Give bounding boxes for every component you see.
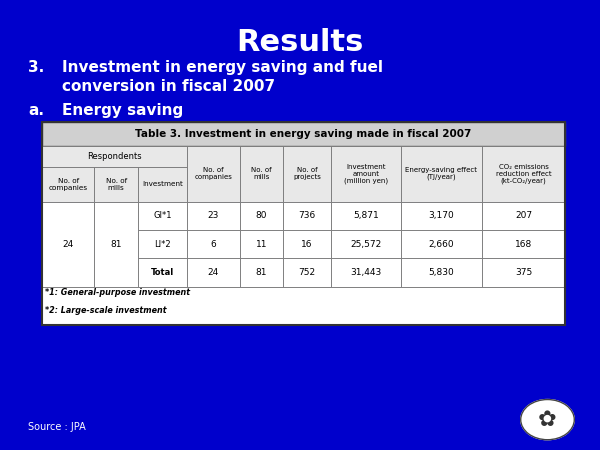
Text: Source : JPA: Source : JPA	[28, 422, 86, 432]
Text: 3.: 3.	[28, 60, 44, 75]
Bar	[42, 202, 94, 287]
Text: 736: 736	[298, 211, 316, 220]
Text: No. of
projects: No. of projects	[293, 167, 321, 180]
Bar	[482, 230, 565, 258]
Text: LI*2: LI*2	[154, 239, 171, 248]
Text: GI*1: GI*1	[154, 211, 172, 220]
Bar	[42, 287, 565, 325]
Text: *1: General-purpose investment: *1: General-purpose investment	[45, 288, 190, 297]
Bar	[401, 258, 482, 287]
Text: Investment: Investment	[142, 181, 183, 187]
Bar	[187, 230, 239, 258]
Text: Respondents: Respondents	[88, 152, 142, 161]
Text: 31,443: 31,443	[350, 268, 382, 277]
Text: a.: a.	[28, 103, 44, 118]
Bar	[94, 166, 138, 202]
Bar	[331, 258, 401, 287]
Bar	[187, 258, 239, 287]
Bar	[239, 230, 283, 258]
Bar	[239, 202, 283, 230]
Text: 23: 23	[208, 211, 219, 220]
Bar	[482, 146, 565, 202]
Bar	[283, 202, 331, 230]
Bar	[138, 166, 187, 202]
Text: 81: 81	[256, 268, 267, 277]
Text: Investment in energy saving and fuel
conversion in fiscal 2007: Investment in energy saving and fuel con…	[62, 60, 383, 94]
Text: No. of
mills: No. of mills	[251, 167, 272, 180]
Text: 375: 375	[515, 268, 532, 277]
Bar	[239, 146, 283, 202]
Text: Table 3. Investment in energy saving made in fiscal 2007: Table 3. Investment in energy saving mad…	[136, 129, 472, 139]
Text: Energy-saving effect
(TJ/year): Energy-saving effect (TJ/year)	[405, 167, 477, 180]
Bar	[138, 258, 187, 287]
Text: 2,660: 2,660	[428, 239, 454, 248]
Bar	[283, 146, 331, 202]
Bar	[42, 166, 94, 202]
Bar	[42, 122, 565, 146]
Bar	[42, 146, 187, 166]
Bar	[401, 202, 482, 230]
Bar	[283, 230, 331, 258]
Text: No. of
mills: No. of mills	[106, 178, 127, 190]
Bar	[94, 202, 138, 287]
Bar	[331, 146, 401, 202]
Bar	[283, 258, 331, 287]
Text: Energy saving: Energy saving	[62, 103, 183, 118]
Bar	[331, 202, 401, 230]
Text: CO₂ emissions
reduction effect
(kt-CO₂/year): CO₂ emissions reduction effect (kt-CO₂/y…	[496, 164, 551, 184]
Text: 24: 24	[62, 239, 74, 248]
Text: 3,170: 3,170	[428, 211, 454, 220]
Text: 16: 16	[301, 239, 313, 248]
Text: 80: 80	[256, 211, 267, 220]
Bar	[482, 258, 565, 287]
Bar	[239, 258, 283, 287]
Text: 25,572: 25,572	[350, 239, 382, 248]
Bar	[138, 202, 187, 230]
Text: 24: 24	[208, 268, 219, 277]
Text: No. of
companies: No. of companies	[194, 167, 232, 180]
Text: 168: 168	[515, 239, 532, 248]
Text: 6: 6	[211, 239, 217, 248]
Text: *2: Large-scale investment: *2: Large-scale investment	[45, 306, 167, 315]
Bar	[138, 230, 187, 258]
Text: 11: 11	[256, 239, 267, 248]
Bar	[42, 122, 565, 325]
Text: 5,871: 5,871	[353, 211, 379, 220]
Bar	[187, 146, 239, 202]
Bar	[401, 146, 482, 202]
Text: 5,830: 5,830	[428, 268, 454, 277]
Text: Total: Total	[151, 268, 174, 277]
Text: 81: 81	[110, 239, 122, 248]
Text: 752: 752	[298, 268, 316, 277]
Bar	[401, 230, 482, 258]
Text: Investment
amount
(million yen): Investment amount (million yen)	[344, 164, 388, 184]
Text: Results: Results	[236, 28, 364, 57]
Circle shape	[521, 400, 574, 440]
Bar	[187, 202, 239, 230]
Text: ✿: ✿	[538, 410, 557, 430]
Bar	[331, 230, 401, 258]
Bar	[482, 202, 565, 230]
Text: No. of
companies: No. of companies	[49, 178, 88, 190]
Text: 207: 207	[515, 211, 532, 220]
